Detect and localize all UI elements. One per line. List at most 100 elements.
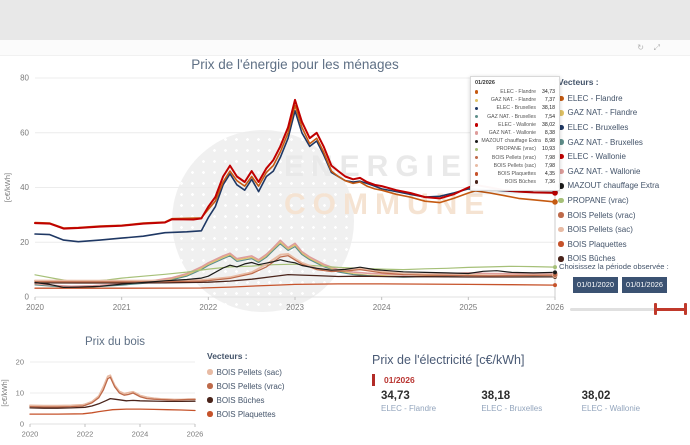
svg-text:2020: 2020 <box>26 303 44 312</box>
tooltip-dot <box>475 164 479 168</box>
tooltip-row: BOIS Bûches 7,36 <box>475 178 555 186</box>
tooltip-value: 10,93 <box>542 146 555 153</box>
legend-item[interactable]: GAZ NAT. - Flandre <box>558 106 690 121</box>
tooltip-row: BOIS Plaquettes 4,35 <box>475 170 555 178</box>
tooltip-dot <box>475 180 479 184</box>
legend-dot <box>207 369 213 375</box>
electricity-stats: 34,73 ELEC - Flandre 38,18 ELEC - Bruxelles… <box>372 390 682 413</box>
end-date-button[interactable]: 01/01/2026 <box>622 277 667 293</box>
tooltip-label: GAZ NAT. - Bruxelles <box>487 113 536 120</box>
tooltip-row: MAZOUT chauffage Extra 8,98 <box>475 137 555 145</box>
tooltip-value: 7,37 <box>544 97 555 104</box>
chart-tooltip: 01/2026 ELEC - Flandre 34,73 GAZ NAT. - Fl… <box>470 76 560 192</box>
stat-value: 38,18 <box>481 390 511 402</box>
legend-item[interactable]: GAZ NAT. - Wallonie <box>558 164 690 179</box>
stat-label: ELEC - Wallonie <box>581 404 641 413</box>
slider-handle-right[interactable] <box>684 303 687 315</box>
tooltip-dot <box>475 106 479 111</box>
legend-dot <box>207 383 213 389</box>
svg-text:40: 40 <box>20 183 29 192</box>
svg-text:80: 80 <box>20 74 29 83</box>
slider-handle-left[interactable] <box>654 303 657 315</box>
svg-text:20: 20 <box>16 358 24 367</box>
legend-panel: Vecteurs : ELEC - Flandre GAZ NAT. - Flan… <box>558 77 690 266</box>
tooltip-dot <box>475 131 479 135</box>
legend-item[interactable]: PROPANE (vrac) <box>558 193 690 208</box>
svg-text:2025: 2025 <box>459 303 477 312</box>
svg-text:60: 60 <box>20 128 29 137</box>
reset-icon[interactable]: ↻ <box>637 43 644 52</box>
legend-item[interactable]: BOIS Pellets (vrac) <box>558 208 690 223</box>
time-range-slider-track[interactable] <box>570 308 687 311</box>
tooltip-label: BOIS Plaquettes <box>497 170 536 177</box>
legend-item[interactable]: BOIS Pellets (sac) <box>558 222 690 237</box>
legend-label: ELEC - Flandre <box>567 93 623 103</box>
svg-text:2022: 2022 <box>77 430 94 439</box>
time-range-slider-range[interactable] <box>656 308 687 311</box>
legend-item[interactable]: GAZ NAT. - Bruxelles <box>558 135 690 150</box>
legend-label: BOIS Pellets (vrac) <box>567 210 636 220</box>
electricity-date-block: 01/2026 <box>372 374 682 386</box>
electricity-stat: 38,18 ELEC - Bruxelles <box>481 390 581 413</box>
expand-icon[interactable]: ⤢ <box>653 43 660 52</box>
svg-text:0: 0 <box>25 293 30 302</box>
watermark-text-energie: ENERGIE <box>284 150 469 183</box>
tooltip-value: 34,73 <box>542 89 555 96</box>
top-gray-band <box>0 0 690 40</box>
tooltip-dot <box>475 90 479 94</box>
tooltip-row: PROPANE (vrac) 10,93 <box>475 145 555 153</box>
energy-chart-title: Prix de l'énergie pour les ménages <box>191 57 399 72</box>
legend-item[interactable]: MAZOUT chauffage Extra <box>558 179 690 194</box>
legend-label: ELEC - Wallonie <box>567 152 626 162</box>
tooltip-value: 38,18 <box>542 105 555 112</box>
legend-label: GAZ NAT. - Wallonie <box>567 166 641 176</box>
svg-text:[c€/kWh]: [c€/kWh] <box>3 173 12 202</box>
legend-item[interactable]: BOIS Plaquettes <box>558 237 690 252</box>
legend-item[interactable]: BOIS Bûches <box>207 393 327 407</box>
legend-dot <box>558 241 564 247</box>
stat-value: 34,73 <box>381 390 410 402</box>
tooltip-value: 7,36 <box>544 179 555 186</box>
tooltip-row: ELEC - Wallonie 38,02 <box>475 121 555 129</box>
legend-item[interactable]: ELEC - Wallonie <box>558 149 690 164</box>
legend-item[interactable]: ELEC - Bruxelles <box>558 120 690 135</box>
electricity-stat: 38,02 ELEC - Wallonie <box>582 390 682 413</box>
legend-dot <box>558 153 564 160</box>
legend-item[interactable]: BOIS Bûches <box>558 252 690 267</box>
tooltip-label: BOIS Pellets (vrac) <box>491 154 536 161</box>
svg-text:2026: 2026 <box>546 303 564 312</box>
legend-title: Vecteurs : <box>558 77 599 87</box>
legend-item[interactable]: BOIS Plaquettes <box>207 407 327 421</box>
legend-label: BOIS Plaquettes <box>216 409 276 419</box>
legend-dot <box>558 256 564 262</box>
tooltip-value: 7,98 <box>544 162 555 169</box>
legend-dot <box>558 110 564 116</box>
legend-item[interactable]: BOIS Pellets (vrac) <box>207 379 327 393</box>
svg-text:[c€/kWh]: [c€/kWh] <box>2 379 9 406</box>
tooltip-dot <box>475 98 479 102</box>
legend-label: GAZ NAT. - Bruxelles <box>567 137 643 147</box>
legend-label: BOIS Plaquettes <box>567 239 627 249</box>
legend-label: BOIS Pellets (vrac) <box>216 381 285 391</box>
svg-text:2021: 2021 <box>113 303 131 312</box>
tooltip-dot <box>475 139 479 143</box>
legend-label: ELEC - Bruxelles <box>567 122 629 132</box>
legend-dot <box>558 197 564 204</box>
legend-dot <box>558 226 564 233</box>
legend-label: MAZOUT chauffage Extra <box>567 181 660 191</box>
start-date-button[interactable]: 01/01/2020 <box>573 277 618 293</box>
energy-price-chart[interactable]: 0 20 40 60 80 2020 2021 2022 2023 2024 2025 2026 [c€… <box>0 64 565 312</box>
tooltip-date: 01/2026 <box>475 80 495 86</box>
svg-text:2023: 2023 <box>286 303 304 312</box>
tooltip-label: ELEC - Bruxelles <box>496 105 537 112</box>
svg-text:2020: 2020 <box>22 430 39 439</box>
electricity-panel: Prix de l'électricité [c€/kWh] 01/2026 3… <box>372 353 682 413</box>
legend-dot <box>558 183 564 189</box>
legend-item[interactable]: BOIS Pellets (sac) <box>207 365 327 379</box>
legend-item[interactable]: ELEC - Flandre <box>558 91 690 106</box>
svg-text:2024: 2024 <box>132 430 149 439</box>
tooltip-label: BOIS Pellets (sac) <box>493 162 536 169</box>
tooltip-row: BOIS Pellets (vrac) 7,98 <box>475 154 555 162</box>
